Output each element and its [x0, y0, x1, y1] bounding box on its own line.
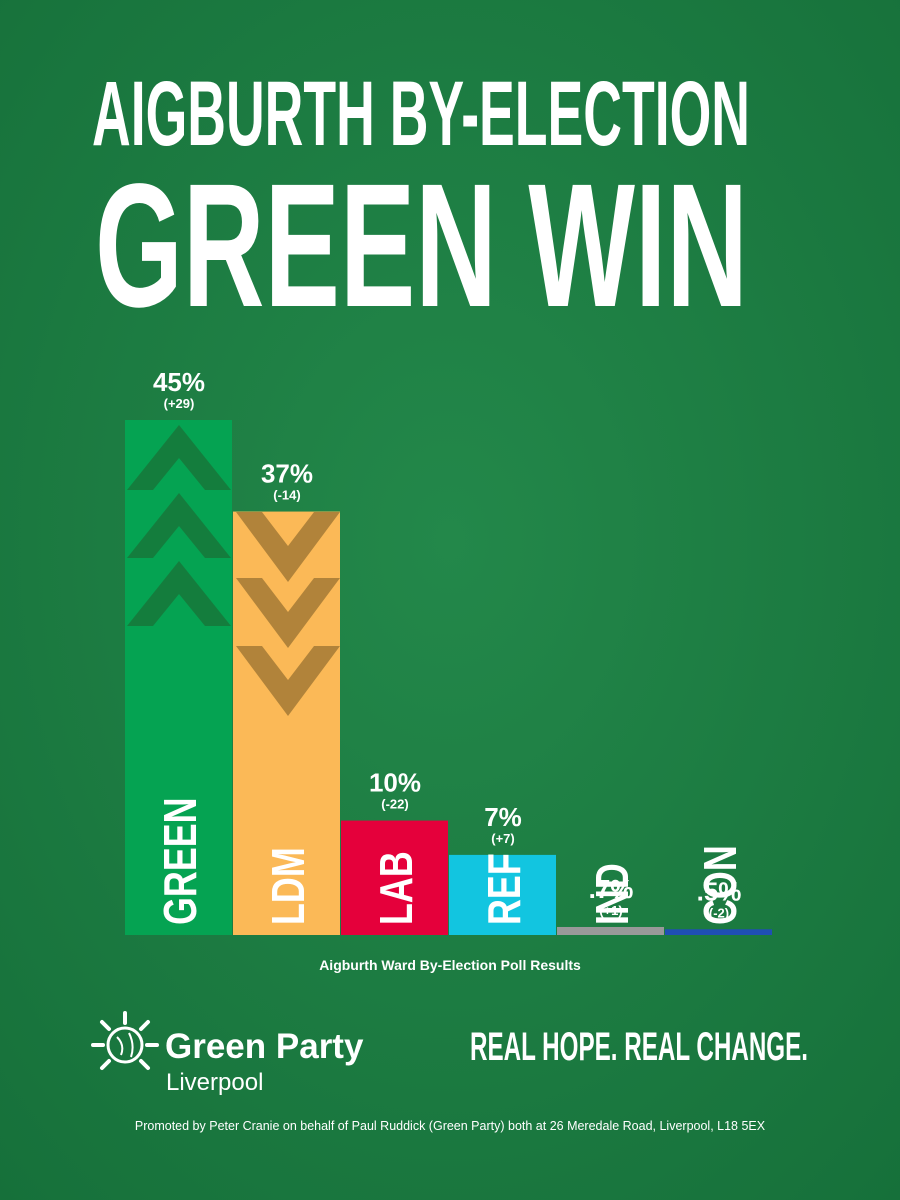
change-label: (+7) — [491, 831, 514, 846]
category-label: IND — [587, 863, 638, 925]
category-label: CON — [695, 845, 746, 925]
change-label: (+1) — [599, 903, 622, 918]
category-label: LDM — [263, 847, 314, 925]
brand: Green Party — [165, 1027, 364, 1066]
change-label: (+29) — [164, 396, 195, 411]
value-label: 10% — [369, 768, 421, 798]
caption: Aigburth Ward By-Election Poll Results — [319, 957, 581, 973]
bar — [557, 926, 664, 935]
value-label: 7% — [484, 802, 522, 832]
bar — [449, 854, 556, 935]
subtitle: GREEN WIN — [95, 148, 748, 344]
slogan: REAL HOPE. REAL CHANGE. — [470, 1025, 808, 1069]
title: AIGBURTH BY-ELECTION — [92, 63, 750, 165]
value-label: 37% — [261, 459, 313, 489]
down-chevrons — [236, 512, 340, 716]
logo — [91, 1011, 159, 1070]
category-label: LAB — [371, 851, 422, 925]
imprint: Promoted by Peter Cranie on behalf of Pa… — [135, 1119, 766, 1133]
bar — [665, 929, 772, 935]
value-label: .5% — [697, 876, 742, 906]
change-label: (-2) — [709, 905, 729, 920]
value-label: .7% — [589, 874, 634, 904]
value-label: 45% — [153, 367, 205, 397]
place: Liverpool — [166, 1069, 263, 1096]
category-label: GREEN — [155, 797, 206, 925]
change-label: (-14) — [273, 488, 300, 503]
up-chevrons — [127, 425, 231, 626]
category-label: REF — [479, 853, 530, 925]
bars: 45%(+29) GREEN 37%(-14) LDM 10%(-22) LAB 7%(+7… — [125, 367, 772, 935]
bar — [341, 820, 448, 935]
change-label: (-22) — [381, 797, 408, 812]
